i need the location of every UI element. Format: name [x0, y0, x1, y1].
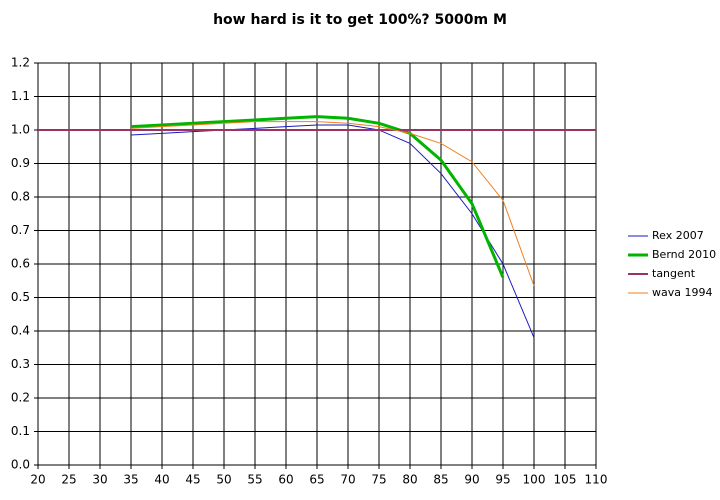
series-line: [130, 115, 505, 278]
x-tick-label: 25: [61, 473, 76, 487]
y-tick-label: 0.9: [11, 156, 30, 170]
x-tick-label: 40: [154, 473, 169, 487]
x-tick-label: 55: [247, 473, 262, 487]
x-tick-label: 65: [309, 473, 324, 487]
x-tick-label: 50: [216, 473, 231, 487]
plot-border: [37, 62, 597, 466]
legend-label: Bernd 2010: [652, 248, 716, 261]
y-tick-label: 0.5: [11, 290, 30, 304]
y-tick-label: 0.1: [11, 424, 30, 438]
x-tick-label: 80: [402, 473, 417, 487]
y-tick-label: 1.1: [11, 89, 30, 103]
x-tick-label: 95: [495, 473, 510, 487]
x-tick-label: 105: [554, 473, 577, 487]
x-tick-label: 70: [340, 473, 355, 487]
x-tick-label: 75: [371, 473, 386, 487]
y-tick-label: 0.7: [11, 223, 30, 237]
x-tick-label: 20: [30, 473, 45, 487]
x-tick-label: 110: [585, 473, 608, 487]
y-tick-label: 0.2: [11, 391, 30, 405]
y-tick-label: 1.0: [11, 123, 30, 137]
x-tick-label: 100: [523, 473, 546, 487]
y-tick-label: 0.0: [11, 458, 30, 472]
x-tick-label: 85: [433, 473, 448, 487]
legend-label: Rex 2007: [652, 229, 704, 242]
series-line: [130, 121, 535, 286]
y-tick-label: 1.2: [11, 56, 30, 70]
legend-label: wava 1994: [652, 286, 712, 299]
y-tick-label: 0.8: [11, 190, 30, 204]
x-tick-label: 90: [464, 473, 479, 487]
y-tick-label: 0.3: [11, 357, 30, 371]
x-tick-label: 35: [123, 473, 138, 487]
y-tick-label: 0.6: [11, 257, 30, 271]
x-tick-label: 30: [92, 473, 107, 487]
chart-title: how hard is it to get 100%? 5000m M: [213, 12, 507, 28]
y-tick-label: 0.4: [11, 324, 30, 338]
legend-label: tangent: [652, 267, 696, 280]
x-tick-label: 45: [185, 473, 200, 487]
series-line: [130, 124, 535, 338]
x-tick-label: 60: [278, 473, 293, 487]
